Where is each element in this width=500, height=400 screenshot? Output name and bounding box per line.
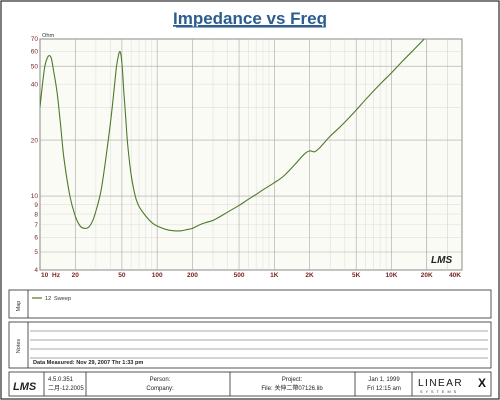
x-tick-label: 5K <box>352 272 361 279</box>
data-measured-text: Data Measured: Nov 29, 2007 Thr 1:33 pm <box>33 360 143 366</box>
lms-logo-plot: LMS <box>431 255 452 266</box>
x-tick-label: 10K <box>385 272 397 279</box>
x-tick-label: 100 <box>152 272 163 279</box>
y-tick-label: 50 <box>31 63 39 70</box>
footer-person-label: Person: <box>150 377 171 383</box>
x-tick-label: 50 <box>118 272 126 279</box>
y-tick-label: 8 <box>34 211 38 218</box>
y-tick-label: 7 <box>34 222 38 229</box>
x-tick-label: 20K <box>421 272 433 279</box>
chart-title: Impedance vs Freq <box>173 9 327 28</box>
x-tick-label: 10 <box>41 272 49 279</box>
footer-date: Jan 1, 1999 <box>368 377 400 383</box>
footer-file-label: File: 关伸二帶07126.lib <box>261 384 323 392</box>
x-tick-label: 200 <box>187 272 198 279</box>
y-tick-label: 4 <box>34 267 38 274</box>
major-grid <box>39 39 462 270</box>
y-tick-label: 40 <box>31 81 39 88</box>
y-tick-label: 70 <box>31 36 39 43</box>
legend-entry-name: Sweep <box>54 296 71 302</box>
x-tick-label: 1K <box>270 272 279 279</box>
x-unit-label: Hz <box>52 272 61 279</box>
y-tick-label: 9 <box>34 202 38 209</box>
x-tick-label: 2K <box>305 272 314 279</box>
x-tick-label: 40K <box>449 272 461 279</box>
y-tick-label: 6 <box>34 234 38 241</box>
y-tick-label: 5 <box>34 249 38 256</box>
footer-company-label: Company: <box>146 386 174 392</box>
legend-side-label: Map <box>16 301 22 312</box>
lms-logo-footer: LMS <box>13 381 37 393</box>
footer-brand: LINEAR <box>418 378 463 389</box>
minor-grid <box>40 38 463 271</box>
x-axis-ticks: 10 20 50 100 200 500 1K 2K 5K 10K 20K 40K Hz <box>41 272 461 279</box>
y-tick-label: 60 <box>31 49 39 56</box>
notes-side-label: Notes <box>16 339 22 354</box>
footer-time: Fri 12:15 am <box>367 386 401 392</box>
y-unit-label: Ohm <box>42 33 54 39</box>
y-axis-ticks: 70 60 50 40 20 10 9 8 7 6 5 4 <box>31 36 39 274</box>
x-tick-label: 500 <box>234 272 245 279</box>
notes-lines <box>30 330 488 359</box>
notes-panel <box>8 321 492 369</box>
y-tick-label: 10 <box>31 193 39 200</box>
plot-area <box>39 38 463 271</box>
footer-brand-sub: S Y S T E M S <box>420 390 457 394</box>
footer-brand-x: X <box>478 376 486 390</box>
footer-version: 4.5.0.351 <box>48 377 74 383</box>
y-tick-label: 20 <box>31 137 39 144</box>
footer-panel <box>8 371 492 397</box>
x-tick-label: 20 <box>72 272 80 279</box>
legend-entry-number: 12 <box>45 296 51 302</box>
footer-version-date: 二月-12.2005 <box>48 385 84 392</box>
legend-panel <box>8 289 492 319</box>
series-line-sweep <box>40 39 426 232</box>
footer-project-label: Project: <box>282 377 303 383</box>
